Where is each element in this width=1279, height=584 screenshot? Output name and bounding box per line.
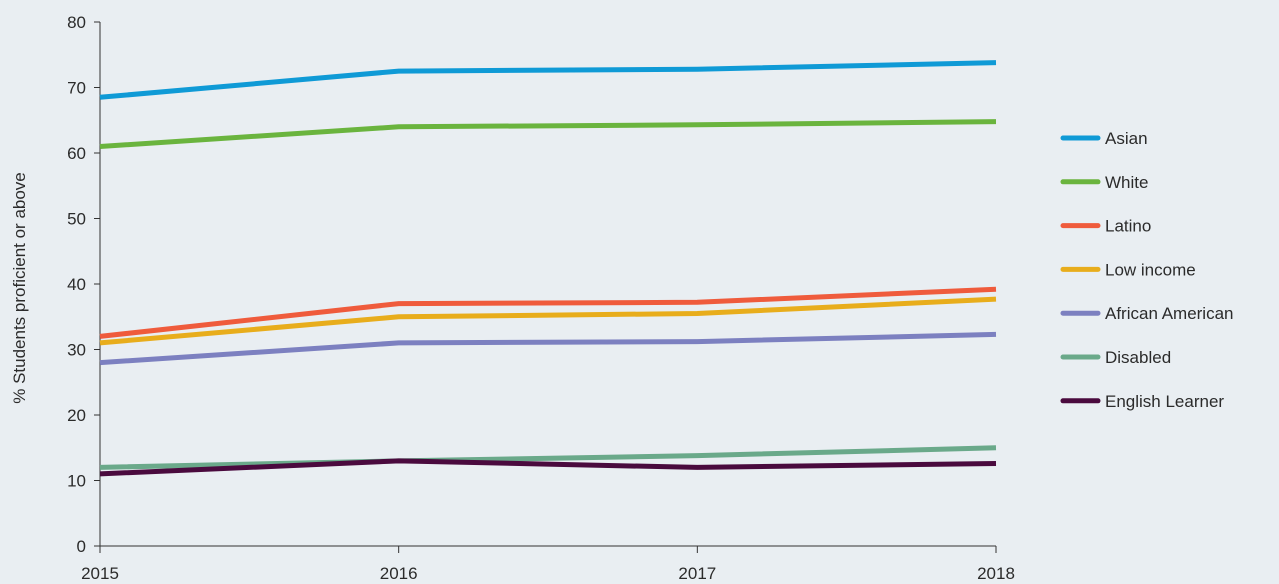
legend-label: Asian — [1105, 129, 1148, 148]
y-tick-label: 30 — [67, 341, 86, 360]
y-tick-label: 50 — [67, 210, 86, 229]
x-tick-label: 2017 — [678, 564, 716, 583]
legend-item-english-learner: English Learner — [1060, 392, 1224, 411]
legend-item-asian: Asian — [1060, 129, 1148, 148]
legend-item-disabled: Disabled — [1060, 348, 1171, 367]
legend-label: Disabled — [1105, 348, 1171, 367]
y-tick-label: 60 — [67, 144, 86, 163]
legend-label: Low income — [1105, 260, 1196, 279]
x-tick-label: 2018 — [977, 564, 1015, 583]
series-line-english-learner — [99, 458, 997, 477]
series-line-latino — [99, 286, 997, 339]
legend-label: White — [1105, 173, 1148, 192]
x-tick-label: 2016 — [380, 564, 418, 583]
series-line-disabled — [99, 445, 997, 470]
series-line-african-american — [99, 331, 997, 366]
y-tick-label: 20 — [67, 406, 86, 425]
y-tick-label: 10 — [67, 472, 86, 491]
legend-label: Latino — [1105, 217, 1151, 236]
y-tick-label: 70 — [67, 79, 86, 98]
legend-label: English Learner — [1105, 392, 1224, 411]
series-line-asian — [99, 60, 997, 100]
y-tick-label: 0 — [77, 537, 86, 556]
legend-item-latino: Latino — [1060, 217, 1151, 236]
x-tick-label: 2015 — [81, 564, 119, 583]
y-tick-label: 80 — [67, 13, 86, 32]
series-line-low-income — [99, 296, 997, 346]
legend-item-white: White — [1060, 173, 1148, 192]
y-tick-label: 40 — [67, 275, 86, 294]
legend-item-low-income: Low income — [1060, 260, 1196, 279]
y-axis-title: % Students proficient or above — [10, 172, 29, 404]
legend-item-african-american: African American — [1060, 304, 1234, 323]
series-line-white — [99, 119, 997, 149]
legend-label: African American — [1105, 304, 1234, 323]
